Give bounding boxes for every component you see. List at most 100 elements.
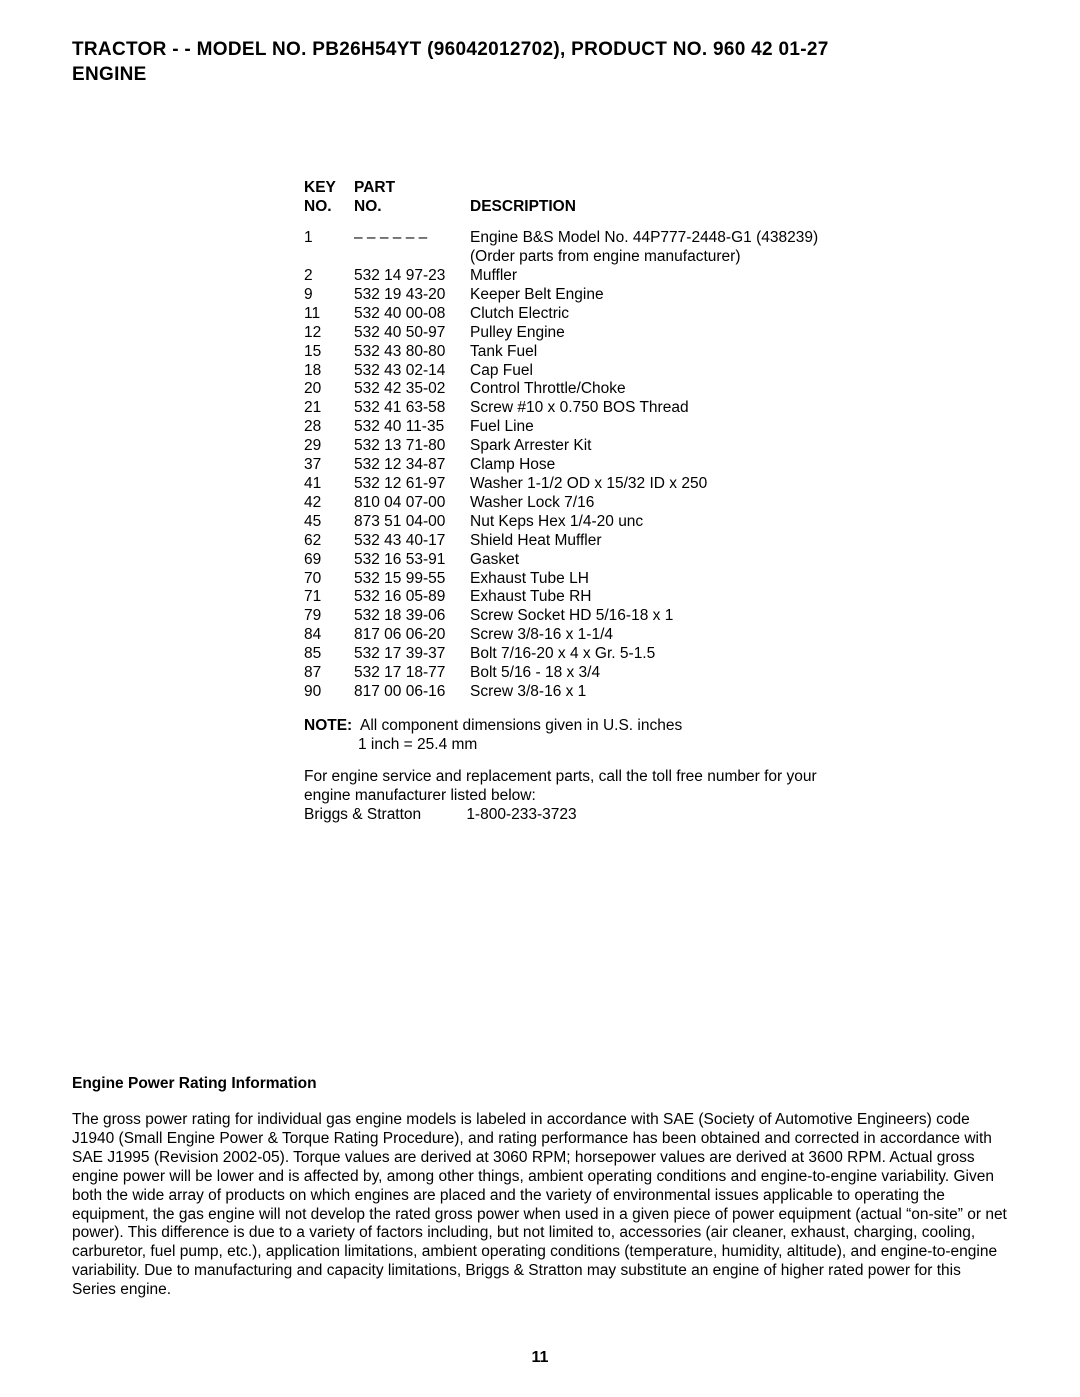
cell-key-no: 29 [304, 437, 354, 456]
col-header-part-l2: NO. [354, 198, 382, 215]
cell-description: Clamp Hose [470, 456, 864, 475]
cell-description: Nut Keps Hex 1/4-20 unc [470, 513, 864, 532]
cell-key-no: 62 [304, 532, 354, 551]
cell-part-no: 532 43 40-17 [354, 532, 470, 551]
note-label: NOTE: [304, 717, 352, 734]
service-block: For engine service and replacement parts… [304, 767, 864, 825]
cell-part-no: 873 51 04-00 [354, 513, 470, 532]
cell-part-no: 532 40 00-08 [354, 305, 470, 324]
cell-description: Gasket [470, 551, 864, 570]
cell-part-no: 532 14 97-23 [354, 267, 470, 286]
cell-key-no: 42 [304, 494, 354, 513]
cell-key-no: 2 [304, 267, 354, 286]
cell-part-no: – – – – – – [354, 229, 470, 267]
table-row: 87532 17 18-77Bolt 5/16 - 18 x 3/4 [304, 664, 864, 683]
col-header-key: KEY NO. [304, 179, 354, 229]
table-row: 37532 12 34-87Clamp Hose [304, 456, 864, 475]
cell-description: Screw Socket HD 5/16-18 x 1 [470, 607, 864, 626]
cell-part-no: 532 43 80-80 [354, 343, 470, 362]
cell-part-no: 532 43 02-14 [354, 362, 470, 381]
table-row: 28532 40 11-35Fuel Line [304, 418, 864, 437]
cell-description: Spark Arrester Kit [470, 437, 864, 456]
table-row: 2532 14 97-23Muffler [304, 267, 864, 286]
table-row: 90817 00 06-16Screw 3/8-16 x 1 [304, 683, 864, 702]
table-row: 84817 06 06-20Screw 3/8-16 x 1-1/4 [304, 626, 864, 645]
cell-part-no: 532 12 34-87 [354, 456, 470, 475]
cell-key-no: 69 [304, 551, 354, 570]
cell-key-no: 45 [304, 513, 354, 532]
page-header: TRACTOR - - MODEL NO. PB26H54YT (9604201… [72, 38, 1008, 87]
cell-description: Control Throttle/Choke [470, 380, 864, 399]
service-phone: 1-800-233-3723 [466, 806, 576, 823]
cell-key-no: 70 [304, 570, 354, 589]
table-row: 79532 18 39-06Screw Socket HD 5/16-18 x … [304, 607, 864, 626]
cell-part-no: 532 40 50-97 [354, 324, 470, 343]
cell-key-no: 71 [304, 588, 354, 607]
cell-key-no: 87 [304, 664, 354, 683]
cell-part-no: 532 40 11-35 [354, 418, 470, 437]
cell-key-no: 84 [304, 626, 354, 645]
cell-part-no: 810 04 07-00 [354, 494, 470, 513]
cell-description: Tank Fuel [470, 343, 864, 362]
cell-description: Screw 3/8-16 x 1 [470, 683, 864, 702]
cell-key-no: 90 [304, 683, 354, 702]
table-row: 41532 12 61-97Washer 1-1/2 OD x 15/32 ID… [304, 475, 864, 494]
cell-key-no: 15 [304, 343, 354, 362]
cell-part-no: 532 19 43-20 [354, 286, 470, 305]
cell-description: Muffler [470, 267, 864, 286]
table-row: 1– – – – – –Engine B&S Model No. 44P777-… [304, 229, 864, 267]
col-header-key-l2: NO. [304, 198, 332, 215]
col-header-desc: DESCRIPTION [470, 179, 864, 229]
parts-list-block: KEY NO. PART NO. DESCRIPTION 1– – – – – … [304, 179, 864, 824]
cell-key-no: 20 [304, 380, 354, 399]
service-manufacturer: Briggs & Stratton [304, 805, 462, 824]
table-row: 12532 40 50-97Pulley Engine [304, 324, 864, 343]
cell-part-no: 532 41 63-58 [354, 399, 470, 418]
table-row: 18532 43 02-14Cap Fuel [304, 362, 864, 381]
col-header-key-l1: KEY [304, 179, 336, 196]
cell-description: Bolt 7/16-20 x 4 x Gr. 5-1.5 [470, 645, 864, 664]
cell-description: Keeper Belt Engine [470, 286, 864, 305]
power-rating-section: Engine Power Rating Information The gros… [72, 1075, 1008, 1300]
cell-key-no: 18 [304, 362, 354, 381]
table-row: 9532 19 43-20Keeper Belt Engine [304, 286, 864, 305]
table-row: 62532 43 40-17Shield Heat Muffler [304, 532, 864, 551]
cell-part-no: 532 18 39-06 [354, 607, 470, 626]
cell-part-no: 532 15 99-55 [354, 570, 470, 589]
cell-part-no: 532 13 71-80 [354, 437, 470, 456]
table-row: 45873 51 04-00Nut Keps Hex 1/4-20 unc [304, 513, 864, 532]
col-header-part-l1: PART [354, 179, 395, 196]
cell-description: Screw #10 x 0.750 BOS Thread [470, 399, 864, 418]
power-rating-body: The gross power rating for individual ga… [72, 1111, 1008, 1300]
table-row: 20532 42 35-02Control Throttle/Choke [304, 380, 864, 399]
cell-part-no: 532 17 39-37 [354, 645, 470, 664]
cell-part-no: 532 17 18-77 [354, 664, 470, 683]
table-row: 42810 04 07-00Washer Lock 7/16 [304, 494, 864, 513]
cell-description: Clutch Electric [470, 305, 864, 324]
table-row: 29532 13 71-80Spark Arrester Kit [304, 437, 864, 456]
cell-description: Screw 3/8-16 x 1-1/4 [470, 626, 864, 645]
col-header-part: PART NO. [354, 179, 470, 229]
cell-description: Engine B&S Model No. 44P777-2448-G1 (438… [470, 229, 864, 267]
service-text: For engine service and replacement parts… [304, 767, 864, 806]
cell-part-no: 532 42 35-02 [354, 380, 470, 399]
cell-key-no: 21 [304, 399, 354, 418]
cell-key-no: 41 [304, 475, 354, 494]
cell-description: Washer 1-1/2 OD x 15/32 ID x 250 [470, 475, 864, 494]
header-line-2: ENGINE [72, 64, 147, 85]
cell-part-no: 817 06 06-20 [354, 626, 470, 645]
note-text-2: 1 inch = 25.4 mm [304, 735, 864, 754]
header-line-1: TRACTOR - - MODEL NO. PB26H54YT (9604201… [72, 39, 829, 60]
cell-key-no: 79 [304, 607, 354, 626]
note-block: NOTE: All component dimensions given in … [304, 716, 864, 755]
cell-description: Bolt 5/16 - 18 x 3/4 [470, 664, 864, 683]
cell-key-no: 37 [304, 456, 354, 475]
table-row: 21532 41 63-58Screw #10 x 0.750 BOS Thre… [304, 399, 864, 418]
cell-description: Washer Lock 7/16 [470, 494, 864, 513]
cell-key-no: 1 [304, 229, 354, 267]
cell-description: Cap Fuel [470, 362, 864, 381]
note-text-1: All component dimensions given in U.S. i… [360, 717, 682, 734]
cell-part-no: 817 00 06-16 [354, 683, 470, 702]
cell-description: Pulley Engine [470, 324, 864, 343]
table-row: 70532 15 99-55Exhaust Tube LH [304, 570, 864, 589]
